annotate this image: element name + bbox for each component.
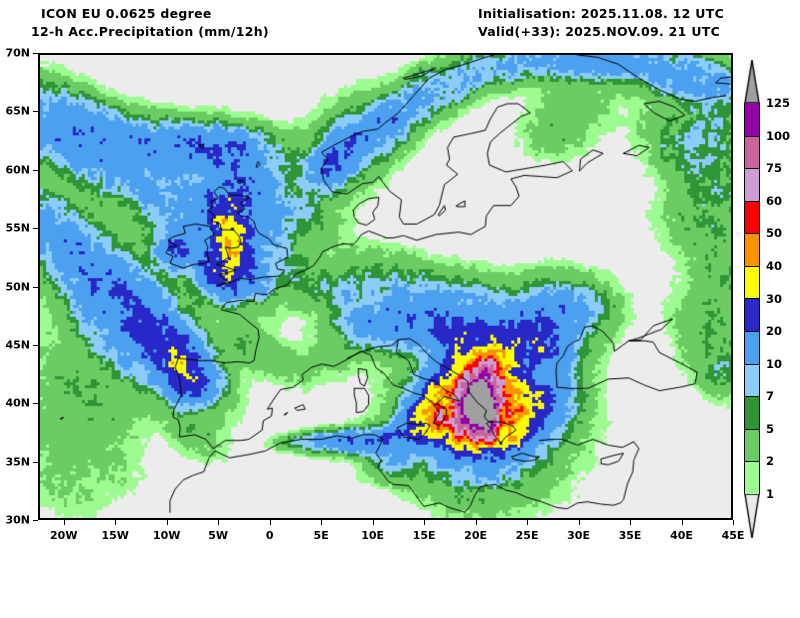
y-axis-tick — [33, 403, 38, 405]
colorbar-tick-label: 75 — [766, 161, 783, 176]
precipitation-map-plot — [38, 53, 733, 520]
colorbar-band — [745, 135, 759, 169]
x-axis-tick — [63, 520, 65, 525]
x-axis-label: 40E — [670, 529, 693, 542]
colorbar-tick-label: 1 — [766, 487, 775, 501]
y-axis-label: 35N — [5, 455, 30, 469]
colorbar-tick-label: 40 — [766, 258, 783, 273]
colorbar — [744, 103, 760, 494]
coastline-overlay — [40, 55, 731, 518]
x-axis-tick — [218, 520, 220, 525]
y-axis-label: 55N — [5, 221, 30, 235]
colorbar-tick-label: 30 — [766, 291, 783, 306]
x-axis-tick — [115, 520, 117, 525]
y-axis-tick — [33, 53, 38, 54]
x-axis-label: 10W — [152, 529, 181, 542]
colorbar-band — [745, 428, 759, 462]
x-axis-label: 5W — [208, 529, 229, 542]
x-axis-tick — [166, 520, 168, 525]
x-axis-label: 30E — [567, 529, 590, 542]
y-axis-label: 30N — [5, 513, 30, 527]
x-axis-label: 0 — [265, 529, 274, 542]
colorbar-bottom-arrow — [744, 494, 760, 538]
colorbar-tick-label: 50 — [766, 226, 783, 241]
y-axis-tick — [33, 286, 38, 288]
y-axis-tick — [33, 111, 38, 113]
y-axis-tick — [33, 520, 38, 521]
y-axis-tick — [33, 461, 38, 463]
colorbar-tick-label: 100 — [766, 128, 791, 143]
y-axis-tick — [33, 169, 38, 171]
colorbar-band — [745, 331, 759, 364]
x-axis-tick — [630, 520, 632, 525]
x-axis-tick — [475, 520, 477, 525]
x-axis-tick — [269, 520, 271, 525]
x-axis-label: 10E — [361, 529, 385, 542]
y-axis-label: 40N — [5, 396, 30, 410]
colorbar-top-arrow — [744, 60, 760, 103]
x-axis-label: 15E — [412, 529, 436, 542]
colorbar-tick-label: 20 — [766, 324, 783, 339]
colorbar-band — [745, 396, 759, 429]
colorbar-tick-label: 60 — [766, 193, 783, 208]
x-axis-tick — [578, 520, 580, 525]
colorbar-overflow-arrow — [744, 60, 760, 103]
colorbar-tick-label: 125 — [766, 96, 791, 110]
valid-time: Valid(+33): 2025.NOV.09. 21 UTC — [478, 24, 721, 39]
colorbar-band — [745, 461, 759, 494]
x-axis-label: 35E — [618, 529, 642, 542]
y-axis-label: 70N — [5, 46, 30, 60]
colorbar-band — [745, 200, 759, 234]
x-axis-label: 25E — [515, 529, 539, 542]
x-axis-tick — [321, 520, 323, 525]
x-axis-label: 15W — [101, 529, 129, 542]
y-axis-label: 45N — [5, 338, 30, 352]
x-axis-label: 5E — [313, 529, 329, 542]
colorbar-band — [745, 298, 759, 332]
colorbar-band — [745, 103, 759, 136]
x-axis-label: 45E — [721, 529, 745, 542]
x-axis-tick — [424, 520, 426, 525]
x-axis-label: 20W — [50, 529, 78, 542]
model-title: ICON EU 0.0625 degree — [41, 6, 212, 21]
colorbar-tick-label: 2 — [766, 454, 775, 469]
colorbar-tick-label: 10 — [766, 356, 783, 371]
colorbar-tick-label: 5 — [766, 421, 775, 436]
colorbar-band — [745, 363, 759, 397]
x-axis-label: 20E — [464, 529, 487, 542]
colorbar-band — [745, 265, 759, 299]
y-axis-label: 60N — [5, 163, 30, 177]
x-axis-tick — [372, 520, 374, 525]
y-axis-label: 50N — [5, 280, 30, 293]
x-axis-tick — [733, 520, 734, 525]
colorbar-band — [745, 233, 759, 266]
product-title: 12-h Acc.Precipitation (mm/12h) — [31, 24, 269, 39]
x-axis-tick — [681, 520, 683, 525]
initialisation-time: Initialisation: 2025.11.08. 12 UTC — [478, 6, 725, 21]
colorbar-underflow-arrow — [744, 494, 760, 538]
y-axis-label: 65N — [5, 104, 30, 118]
colorbar-band — [745, 168, 759, 201]
colorbar-tick-label: 7 — [766, 389, 775, 404]
x-axis-tick — [527, 520, 529, 525]
y-axis-tick — [33, 228, 38, 230]
y-axis-tick — [33, 344, 38, 346]
